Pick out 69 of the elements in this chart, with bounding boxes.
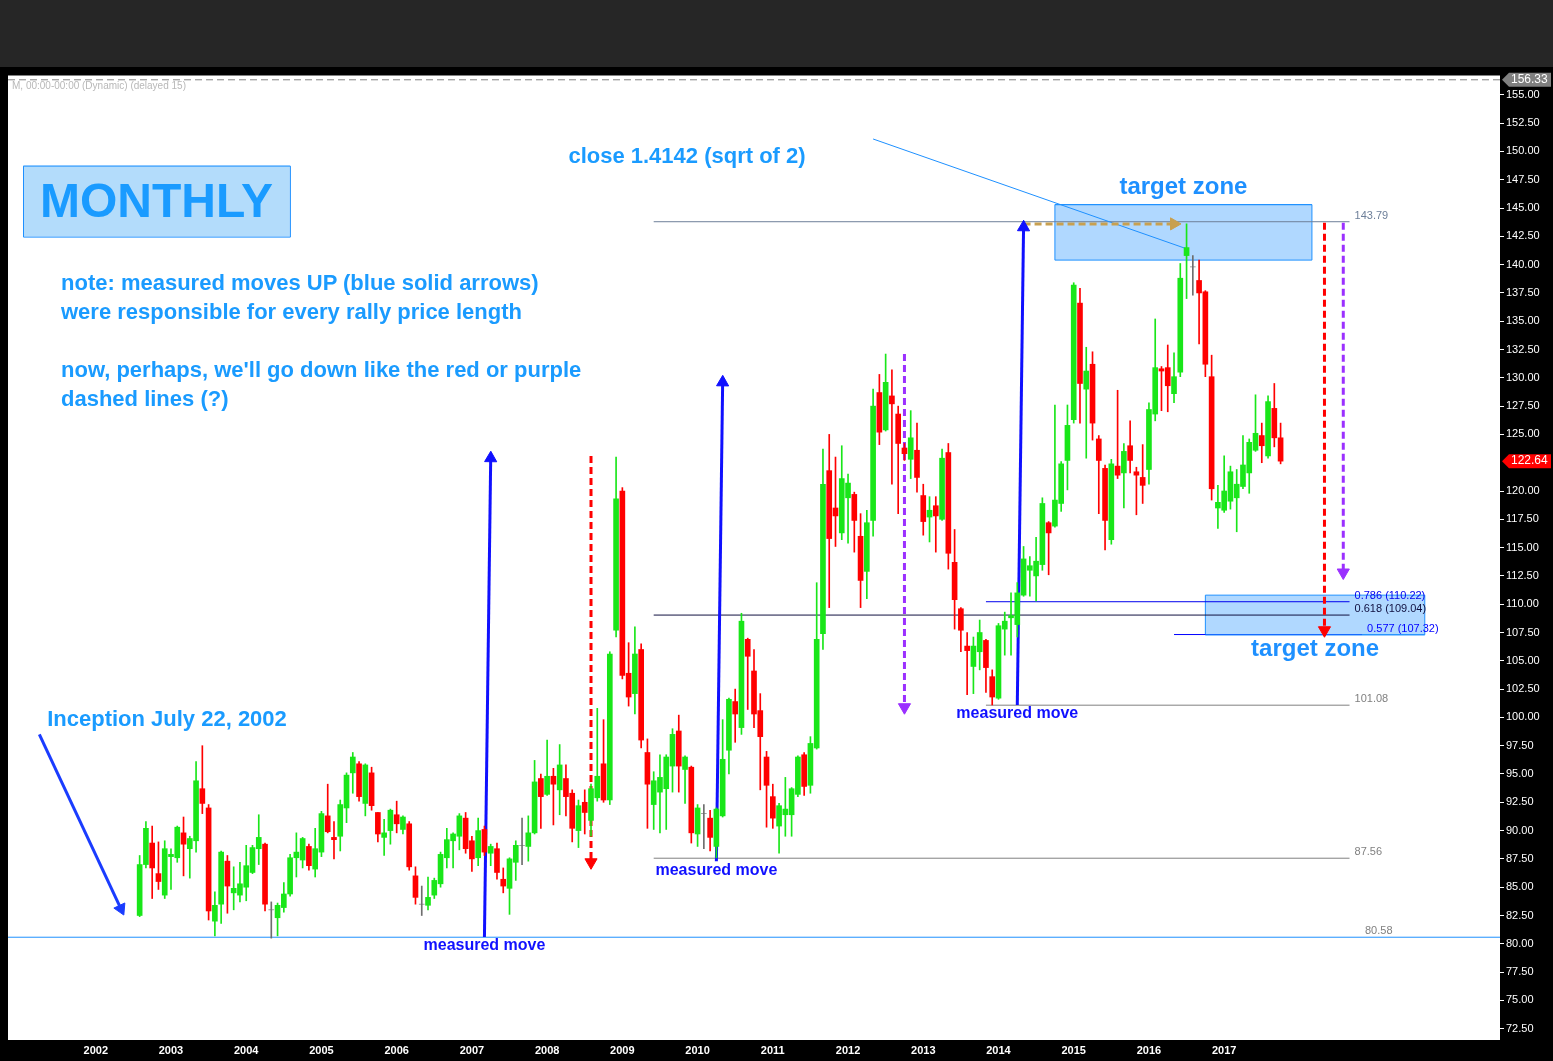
x-tick-label: 2011 — [760, 1043, 785, 1056]
x-tick-label: 2007 — [459, 1043, 485, 1056]
x-tick-label: 2009 — [610, 1043, 635, 1056]
y-tick-label: 120.00 — [1506, 484, 1540, 497]
y-tick-label: 97.50 — [1506, 738, 1534, 751]
y-tick-label: 95.00 — [1506, 767, 1534, 780]
y-tick-label: 142.50 — [1506, 229, 1540, 242]
y-tick-label: 110.00 — [1506, 597, 1539, 610]
y-tick-label: 90.00 — [1506, 823, 1534, 836]
y-tick-label: 155.00 — [1506, 87, 1540, 100]
annotation: Inception July 22, 2002 — [47, 705, 287, 731]
series-label: measured move — [655, 860, 778, 878]
ref-line-label: 156.33 — [1511, 72, 1549, 87]
y-tick-label: 92.50 — [1506, 795, 1534, 808]
y-tick-label: 137.50 — [1506, 285, 1540, 298]
series-label: 0.786 (110.22) — [1354, 588, 1426, 601]
y-tick-label: 102.50 — [1506, 682, 1540, 695]
y-tick-label: 87.50 — [1506, 851, 1534, 864]
series-label: 0.618 (109.04) — [1354, 602, 1427, 615]
x-tick-label: 2002 — [83, 1043, 109, 1056]
x-tick-label: 2010 — [685, 1043, 710, 1056]
x-tick-label: 2014 — [986, 1043, 1012, 1056]
y-tick-label: 115.00 — [1506, 540, 1539, 553]
y-tick-label: 135.00 — [1506, 314, 1540, 327]
text: M, 00:00-00:00 (Dynamic) (delayed 15) — [12, 80, 186, 92]
y-tick-label: 75.00 — [1506, 993, 1534, 1006]
y-tick-label: 82.50 — [1506, 908, 1534, 921]
series-label: target zone — [1251, 634, 1380, 662]
x-tick-label: 2006 — [384, 1043, 409, 1056]
x-tick-label: 2017 — [1211, 1043, 1237, 1056]
y-tick-label: 132.50 — [1506, 342, 1540, 355]
x-tick-label: 2015 — [1061, 1043, 1086, 1056]
y-tick-label: 140.00 — [1506, 257, 1540, 270]
series-label: measured move — [423, 936, 546, 954]
annotation: close 1.4142 (sqrt of 2) — [568, 142, 806, 168]
x-tick-label: 2004 — [233, 1043, 260, 1056]
text: 122.64 — [1511, 453, 1549, 468]
annotation: note: measured moves UP (blue solid arrows) were responsible for every rally price length — [60, 269, 539, 324]
series-label: 87.56 — [1354, 845, 1383, 858]
x-tick-label: 2008 — [534, 1043, 560, 1056]
x-tick-label: 2012 — [835, 1043, 861, 1056]
x-tick-label: 2016 — [1136, 1043, 1162, 1056]
ref-line-label: 80.58 — [1365, 924, 1393, 937]
text: MONTHLY — [40, 173, 273, 227]
series-label: 143.79 — [1354, 208, 1389, 221]
y-tick-label: 107.50 — [1506, 625, 1540, 638]
x-tick-label: 2003 — [158, 1043, 184, 1056]
y-tick-label: 152.50 — [1506, 116, 1540, 129]
series-label: measured move — [956, 704, 1079, 722]
y-tick-label: 112.50 — [1506, 568, 1539, 581]
series-label: 0.577 (107.32) — [1367, 621, 1439, 634]
y-tick-label: 77.50 — [1506, 965, 1534, 978]
annotation: now, perhaps, we'll go down like the red or purple dashed lines (?) — [61, 356, 582, 411]
y-tick-label: 150.00 — [1506, 144, 1540, 157]
series-label: target zone — [1119, 172, 1248, 200]
y-tick-label: 127.50 — [1506, 399, 1540, 412]
y-tick-label: 85.00 — [1506, 880, 1534, 893]
y-tick-label: 100.00 — [1506, 710, 1540, 723]
y-tick-label: 145.00 — [1506, 201, 1540, 214]
y-tick-label: 105.00 — [1506, 653, 1540, 666]
y-tick-label: 80.00 — [1506, 936, 1534, 949]
y-tick-label: 72.50 — [1506, 1021, 1534, 1034]
y-tick-label: 125.00 — [1506, 427, 1540, 440]
y-tick-label: 147.50 — [1506, 172, 1540, 185]
series-label: 101.08 — [1354, 692, 1389, 705]
x-tick-label: 2005 — [309, 1043, 334, 1056]
y-tick-label: 117.50 — [1506, 512, 1539, 525]
y-tick-label: 130.00 — [1506, 370, 1540, 383]
x-tick-label: 2013 — [911, 1043, 936, 1056]
